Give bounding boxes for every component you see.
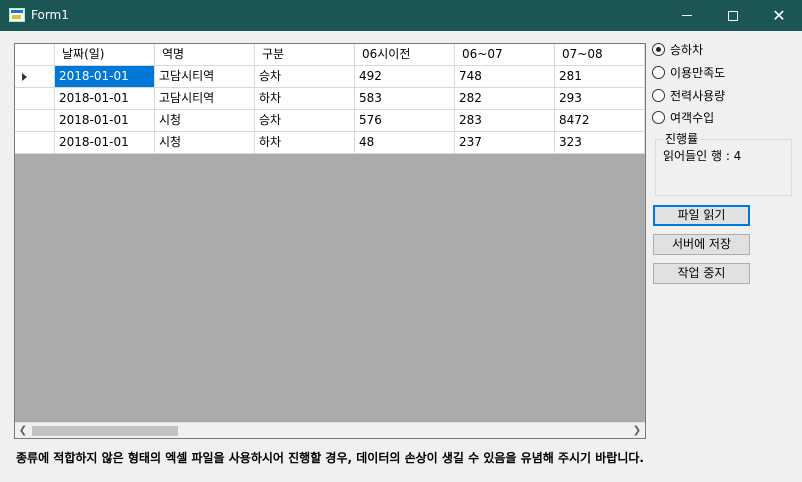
grid-cell[interactable]: 2018-01-01 (55, 88, 155, 110)
horizontal-scrollbar[interactable]: ❮ ❯ (15, 422, 645, 438)
column-header-before-06[interactable]: 06시이전 (355, 44, 455, 66)
table-row[interactable]: 2018-01-01 시청 하차 48 237 323 (15, 132, 645, 154)
grid-cell[interactable]: 748 (455, 66, 555, 88)
row-header[interactable] (15, 88, 55, 110)
grid-cell[interactable]: 승차 (255, 66, 355, 88)
radio-label: 여객수입 (670, 110, 715, 125)
table-row[interactable]: 2018-01-01 시청 승차 576 283 8472 (15, 110, 645, 132)
table-row[interactable]: 2018-01-01 고담시티역 하차 583 282 293 (15, 88, 645, 110)
grid-corner[interactable] (15, 44, 55, 66)
radio-boarding[interactable]: 승하차 (652, 41, 703, 57)
row-pointer-icon (22, 73, 27, 81)
rows-read-label: 읽어들인 행 : 4 (663, 149, 742, 163)
radio-label: 승하차 (670, 42, 704, 57)
minimize-icon (682, 15, 692, 16)
grid-cell[interactable]: 고담시티역 (155, 88, 255, 110)
grid-cell[interactable]: 576 (355, 110, 455, 132)
grid-cell[interactable]: 고담시티역 (155, 66, 255, 88)
column-header-07-08[interactable]: 07~08 (555, 44, 645, 66)
maximize-button[interactable] (710, 0, 756, 31)
column-header-type[interactable]: 구분 (255, 44, 355, 66)
scroll-right-icon[interactable]: ❯ (632, 425, 642, 436)
grid-cell[interactable]: 492 (355, 66, 455, 88)
grid-cell[interactable]: 하차 (255, 132, 355, 154)
save-to-server-button[interactable]: 서버에 저장 (653, 234, 750, 255)
close-button[interactable]: ✕ (756, 0, 802, 31)
radio-unchecked-icon[interactable] (652, 110, 665, 124)
read-file-button[interactable]: 파일 읽기 (653, 205, 750, 226)
close-icon: ✕ (772, 5, 786, 25)
radio-unchecked-icon[interactable] (652, 65, 665, 79)
grid-cell[interactable]: 282 (455, 88, 555, 110)
grid-cell[interactable]: 시청 (155, 110, 255, 132)
column-header-date[interactable]: 날짜(일) (55, 44, 155, 66)
stop-task-button[interactable]: 작업 중지 (653, 263, 750, 284)
radio-checked-icon[interactable] (652, 42, 665, 56)
grid-cell[interactable]: 283 (455, 110, 555, 132)
scroll-left-icon[interactable]: ❮ (18, 425, 28, 436)
grid-cell[interactable]: 583 (355, 88, 455, 110)
grid-cell[interactable]: 시청 (155, 132, 255, 154)
row-header[interactable] (15, 66, 55, 88)
grid-cell[interactable]: 승차 (255, 110, 355, 132)
grid-cell[interactable]: 237 (455, 132, 555, 154)
minimize-button[interactable] (664, 0, 710, 31)
progress-groupbox (655, 139, 792, 196)
maximize-icon (728, 10, 738, 21)
grid-cell[interactable]: 2018-01-01 (55, 110, 155, 132)
radio-unchecked-icon[interactable] (652, 88, 665, 102)
scrollbar-thumb[interactable] (32, 426, 178, 436)
column-header-station[interactable]: 역명 (155, 44, 255, 66)
grid-cell[interactable]: 48 (355, 132, 455, 154)
row-header[interactable] (15, 110, 55, 132)
radio-label: 이용만족도 (670, 65, 726, 80)
table-row[interactable]: 2018-01-01 고담시티역 승차 492 748 281 (15, 66, 645, 88)
form-app-icon (9, 8, 25, 22)
progress-legend: 진행률 (663, 130, 701, 147)
grid-cell[interactable]: 2018-01-01 (55, 66, 155, 88)
grid-cell[interactable]: 8472 (555, 110, 645, 132)
grid-cell[interactable]: 293 (555, 88, 645, 110)
window-title: Form1 (31, 8, 69, 22)
grid-cell[interactable]: 2018-01-01 (55, 132, 155, 154)
warning-message: 종류에 적합하지 않은 형태의 엑셀 파일을 사용하시어 진행할 경우, 데이터… (16, 451, 644, 465)
grid-body: 2018-01-01 고담시티역 승차 492 748 281 2018-01-… (15, 66, 645, 154)
row-header[interactable] (15, 132, 55, 154)
radio-passenger-revenue[interactable]: 여객수입 (652, 109, 714, 125)
column-header-06-07[interactable]: 06~07 (455, 44, 555, 66)
grid-cell[interactable]: 281 (555, 66, 645, 88)
grid-cell[interactable]: 하차 (255, 88, 355, 110)
grid-cell[interactable]: 323 (555, 132, 645, 154)
radio-power-usage[interactable]: 전력사용량 (652, 87, 725, 103)
radio-satisfaction[interactable]: 이용만족도 (652, 64, 725, 80)
title-bar[interactable]: Form1 ✕ (0, 0, 802, 31)
radio-label: 전력사용량 (670, 88, 726, 103)
data-grid[interactable]: 날짜(일) 역명 구분 06시이전 06~07 07~08 2018-01-01… (14, 43, 646, 439)
grid-header: 날짜(일) 역명 구분 06시이전 06~07 07~08 (15, 44, 645, 66)
